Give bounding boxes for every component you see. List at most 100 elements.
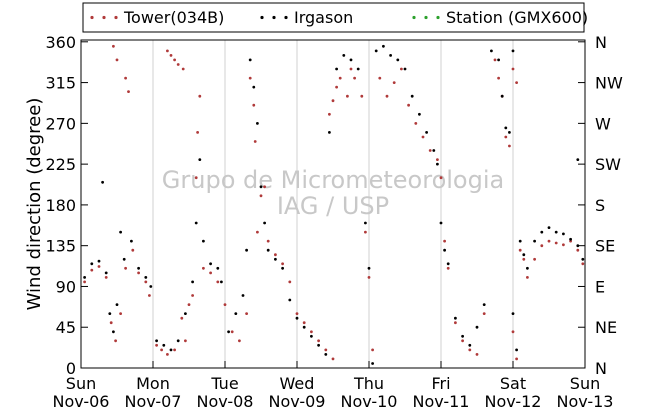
point-series-0 [331, 99, 335, 103]
point-series-0 [187, 303, 191, 306]
point-series-1 [436, 162, 439, 166]
point-series-1 [540, 230, 544, 234]
legend-marker [90, 15, 94, 20]
point-series-1 [364, 221, 367, 225]
point-series-0 [310, 330, 313, 334]
point-series-1 [302, 325, 306, 329]
point-series-1 [256, 122, 259, 125]
legend-label: Irgason [294, 8, 353, 27]
point-series-0 [414, 122, 418, 125]
y-tick-label: 360 [45, 33, 76, 52]
point-series-1 [443, 248, 446, 252]
y-axis-label: Wind direction (degree) [24, 98, 45, 311]
x-tick-date-label: Nov-07 [125, 392, 182, 409]
point-series-1 [90, 262, 94, 266]
point-series-0 [124, 266, 127, 270]
y2-tick-label: S [595, 196, 605, 215]
point-series-1 [263, 221, 266, 225]
point-series-0 [238, 339, 241, 343]
point-series-0 [511, 330, 515, 334]
point-series-1 [162, 343, 166, 347]
point-series-1 [169, 348, 173, 352]
y-tick-label: 0 [66, 359, 76, 378]
point-series-1 [403, 67, 407, 71]
point-series-1 [266, 248, 270, 252]
point-series-1 [526, 266, 529, 270]
legend-label: Station (GMX600) [446, 8, 588, 27]
point-series-0 [194, 176, 198, 180]
point-series-1 [317, 343, 320, 347]
point-series-0 [331, 357, 335, 361]
x-tick-day-label: Sun [570, 374, 600, 393]
point-series-0 [266, 239, 270, 243]
point-series-0 [360, 94, 364, 98]
point-series-0 [263, 185, 266, 189]
point-series-0 [256, 230, 259, 234]
point-series-0 [288, 280, 292, 284]
x-tick-date-label: Nov-08 [197, 392, 254, 409]
point-series-0 [109, 321, 113, 325]
point-series-0 [364, 230, 367, 234]
point-series-0 [173, 58, 177, 62]
point-series-1 [356, 67, 360, 71]
point-series-1 [522, 253, 526, 257]
point-series-1 [389, 54, 392, 57]
data-points [83, 44, 585, 365]
y2-tick-label: W [595, 114, 611, 133]
x-tick-date-label: Nov-11 [413, 392, 470, 409]
point-series-1 [288, 298, 292, 302]
point-series-1 [349, 58, 353, 62]
point-series-0 [112, 44, 115, 48]
point-series-1 [342, 54, 346, 57]
point-series-0 [504, 135, 508, 139]
point-series-1 [511, 312, 515, 315]
y2-tick-label: NE [595, 318, 617, 337]
y-tick-label: 45 [56, 318, 76, 337]
point-series-0 [114, 339, 117, 343]
point-series-0 [252, 103, 256, 107]
y2-tick-label: N [595, 33, 607, 52]
point-series-1 [547, 226, 551, 230]
point-series-0 [155, 343, 159, 347]
point-series-0 [407, 103, 410, 107]
point-series-0 [349, 67, 353, 71]
legend-marker [436, 15, 440, 20]
point-series-0 [493, 58, 497, 62]
x-tick-day-label: Sat [500, 374, 526, 393]
legend-items: Tower(034B) Irgason Station (GMX600) [90, 8, 588, 27]
point-series-0 [104, 276, 108, 279]
point-series-0 [385, 94, 389, 98]
point-series-0 [176, 63, 180, 66]
point-series-1 [112, 330, 115, 334]
point-series-1 [248, 58, 252, 62]
point-series-1 [191, 280, 195, 284]
point-series-1 [202, 239, 205, 243]
legend-marker [114, 15, 118, 20]
point-series-0 [196, 131, 200, 134]
point-series-1 [83, 276, 86, 279]
point-series-0 [144, 280, 148, 284]
point-series-0 [576, 248, 580, 252]
x-tick-date-label: Nov-10 [341, 392, 398, 409]
point-series-0 [511, 67, 515, 71]
point-series-0 [97, 265, 101, 268]
point-series-1 [234, 312, 238, 315]
point-series-1 [500, 94, 504, 98]
point-series-0 [295, 312, 299, 315]
legend-box [82, 2, 585, 33]
point-series-0 [160, 348, 164, 352]
point-series-0 [119, 312, 122, 315]
x-tick-date-label: Nov-06 [53, 392, 110, 409]
x-tick-date-label: Nov-12 [485, 392, 542, 409]
point-series-0 [526, 276, 529, 279]
legend-marker [284, 15, 288, 20]
point-series-0 [400, 67, 403, 71]
point-series-0 [533, 257, 536, 261]
point-series-0 [328, 112, 331, 116]
point-series-1 [425, 131, 428, 134]
point-series-1 [576, 158, 580, 162]
point-series-0 [230, 330, 234, 334]
point-series-1 [367, 266, 371, 270]
point-series-0 [428, 149, 432, 152]
x-tick-date-label: Nov-13 [557, 392, 614, 409]
